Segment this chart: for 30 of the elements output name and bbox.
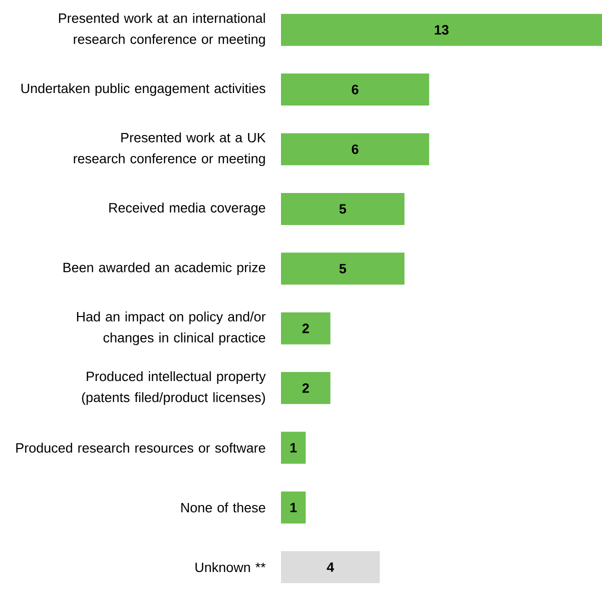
bar	[281, 312, 330, 344]
data-label: 13	[434, 25, 449, 35]
bar	[281, 551, 380, 584]
data-label: 2	[302, 383, 309, 393]
y-tick-label: Undertaken public engagement activities	[21, 83, 266, 96]
bar	[281, 432, 306, 464]
bar	[281, 491, 306, 524]
y-tick-label: Had an impact on policy and/or changes in clinical practice	[77, 312, 266, 346]
y-tick-label: Been awarded an academic prize	[64, 262, 266, 275]
data-label: 1	[290, 443, 297, 452]
bar	[281, 192, 404, 225]
data-label: 4	[326, 562, 334, 572]
y-tick-label: Presented work at an international research conference or meeting	[59, 13, 265, 47]
y-tick-label: Presented work at a UK research conference or meeting	[74, 132, 266, 166]
data-label: 6	[352, 144, 358, 154]
data-label: 6	[352, 84, 358, 94]
y-tick-label: None of these	[181, 502, 266, 512]
y-tick-label: Produced research resources or software	[16, 442, 266, 453]
data-label: 5	[339, 204, 346, 214]
y-tick-label: Received media coverage	[109, 202, 266, 216]
data-label: 2	[302, 324, 309, 334]
bar	[281, 74, 430, 106]
bar	[281, 14, 602, 46]
y-tick-label: Unknown **	[196, 562, 266, 572]
bar	[281, 252, 404, 285]
data-label: 1	[290, 502, 297, 512]
bar	[281, 133, 430, 166]
data-label: 5	[339, 264, 346, 274]
bar	[281, 372, 330, 404]
y-tick-label: Produced intellectual property (patents filed/product licenses)	[82, 371, 266, 405]
